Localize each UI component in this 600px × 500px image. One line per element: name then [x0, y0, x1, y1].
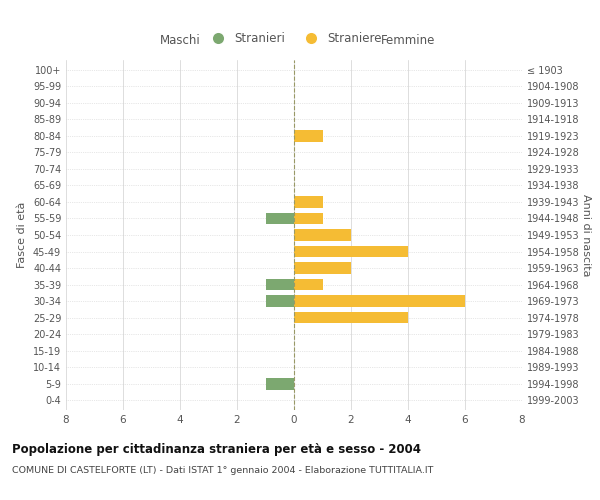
Bar — [265, 212, 294, 224]
Bar — [294, 246, 408, 258]
Bar — [294, 212, 323, 224]
Bar — [294, 262, 351, 274]
Text: Popolazione per cittadinanza straniera per età e sesso - 2004: Popolazione per cittadinanza straniera p… — [12, 442, 421, 456]
Text: Femmine: Femmine — [381, 34, 435, 47]
Bar — [265, 278, 294, 290]
Bar — [294, 229, 351, 241]
Bar — [294, 312, 408, 324]
Bar — [294, 130, 323, 142]
Bar — [265, 295, 294, 307]
Bar — [294, 295, 465, 307]
Bar — [294, 196, 323, 208]
Legend: Stranieri, Straniere: Stranieri, Straniere — [201, 28, 387, 50]
Text: Maschi: Maschi — [160, 34, 200, 47]
Y-axis label: Fasce di età: Fasce di età — [17, 202, 27, 268]
Bar — [265, 378, 294, 390]
Y-axis label: Anni di nascita: Anni di nascita — [581, 194, 591, 276]
Text: COMUNE DI CASTELFORTE (LT) - Dati ISTAT 1° gennaio 2004 - Elaborazione TUTTITALI: COMUNE DI CASTELFORTE (LT) - Dati ISTAT … — [12, 466, 433, 475]
Bar — [294, 278, 323, 290]
